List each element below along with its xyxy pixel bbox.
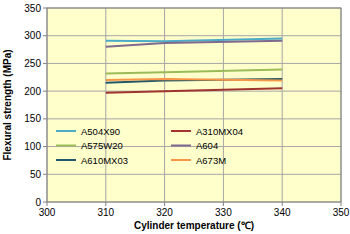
tick-label: 0 [35, 197, 41, 208]
series-line [106, 79, 282, 81]
tick-label: 100 [24, 141, 41, 152]
tick-label: 300 [39, 207, 56, 218]
legend-swatch [56, 159, 76, 161]
tick [282, 202, 283, 206]
grid-line [47, 63, 341, 64]
series-group [106, 38, 282, 92]
series-line [106, 41, 282, 47]
legend-swatch [171, 159, 191, 161]
grid-line [105, 8, 106, 202]
tick-label: 200 [24, 86, 41, 97]
grid-line [282, 8, 283, 202]
series-line [106, 79, 282, 83]
chart: 0 50 100 150 200 250 300 350 300 310 320 330 340 350 A… [0, 0, 350, 234]
grid-line [47, 174, 341, 175]
legend-label: A310MX04 [196, 126, 243, 137]
tick-label: 350 [333, 207, 350, 218]
plot-area [47, 8, 341, 202]
tick [43, 35, 47, 36]
x-axis-title: Cylinder temperature (℃) [134, 220, 254, 231]
legend-label: A575W20 [81, 140, 123, 151]
tick-label: 250 [24, 58, 41, 69]
legend-swatch [56, 145, 76, 147]
tick [105, 202, 106, 206]
tick-label: 330 [215, 207, 232, 218]
grid-line [47, 35, 341, 36]
legend-swatch [171, 130, 191, 132]
tick [43, 118, 47, 119]
grid-line [164, 8, 165, 202]
tick-label: 150 [24, 113, 41, 124]
grid-line [47, 118, 341, 119]
series-line [106, 88, 282, 92]
tick [43, 202, 47, 203]
series-line [106, 70, 282, 74]
y-axis-title: Flexural strength (MPa) [2, 49, 13, 160]
tick [43, 174, 47, 175]
legend-label: A610MX03 [81, 155, 128, 166]
legend-label: A604 [196, 140, 218, 151]
legend-swatch [56, 130, 76, 132]
tick-label: 340 [274, 207, 291, 218]
tick-label: 320 [156, 207, 173, 218]
grid-line [223, 8, 224, 202]
tick [43, 146, 47, 147]
legend-label: A504X90 [81, 126, 120, 137]
tick [43, 91, 47, 92]
tick [47, 202, 48, 206]
tick [43, 63, 47, 64]
tick [223, 202, 224, 206]
tick-label: 310 [97, 207, 114, 218]
legend-label: A673M [196, 155, 226, 166]
legend-swatch [171, 145, 191, 147]
tick [43, 8, 47, 9]
tick [164, 202, 165, 206]
plot-frame [47, 8, 341, 202]
tick-label: 50 [30, 169, 42, 180]
tick-label: 300 [24, 30, 41, 41]
tick [341, 202, 342, 206]
tick-label: 350 [24, 3, 41, 14]
